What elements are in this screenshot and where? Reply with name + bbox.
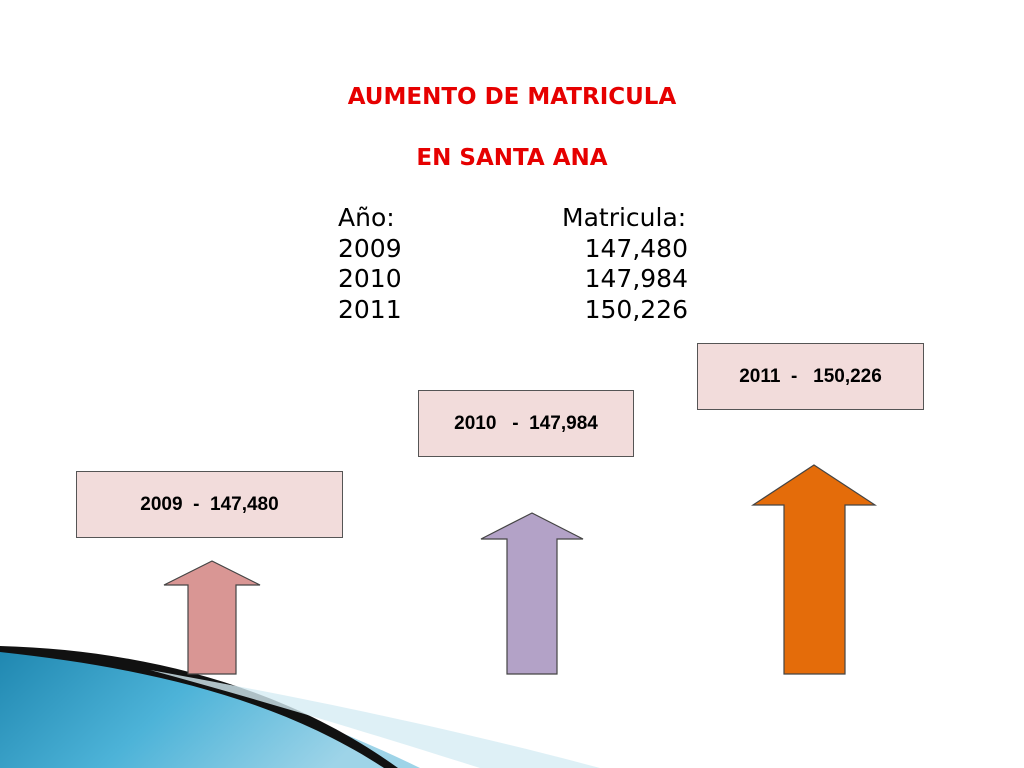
callout-box-2009: 2009 - 147,480	[76, 471, 343, 538]
table-row-value: 150,226	[584, 295, 688, 324]
title-line-1: AUMENTO DE MATRICULA	[347, 84, 677, 110]
enrollment-header: Matricula:	[562, 203, 687, 232]
table-row-value: 147,480	[584, 234, 688, 263]
up-arrow-2009	[163, 560, 261, 675]
up-arrow-2010	[480, 512, 584, 675]
table-row-year: 2011	[338, 295, 402, 324]
table-row-year: 2010	[338, 264, 402, 293]
callout-box-2011: 2011 - 150,226	[697, 343, 924, 410]
callout-box-2010: 2010 - 147,984	[418, 390, 634, 457]
swoosh-light	[150, 670, 600, 768]
swoosh-blue	[0, 648, 420, 768]
title-line-2: EN SANTA ANA	[416, 145, 608, 171]
up-arrow-2011	[750, 464, 878, 675]
table-row-year: 2009	[338, 234, 402, 263]
table-row-value: 147,984	[584, 264, 688, 293]
year-header: Año:	[338, 203, 395, 232]
